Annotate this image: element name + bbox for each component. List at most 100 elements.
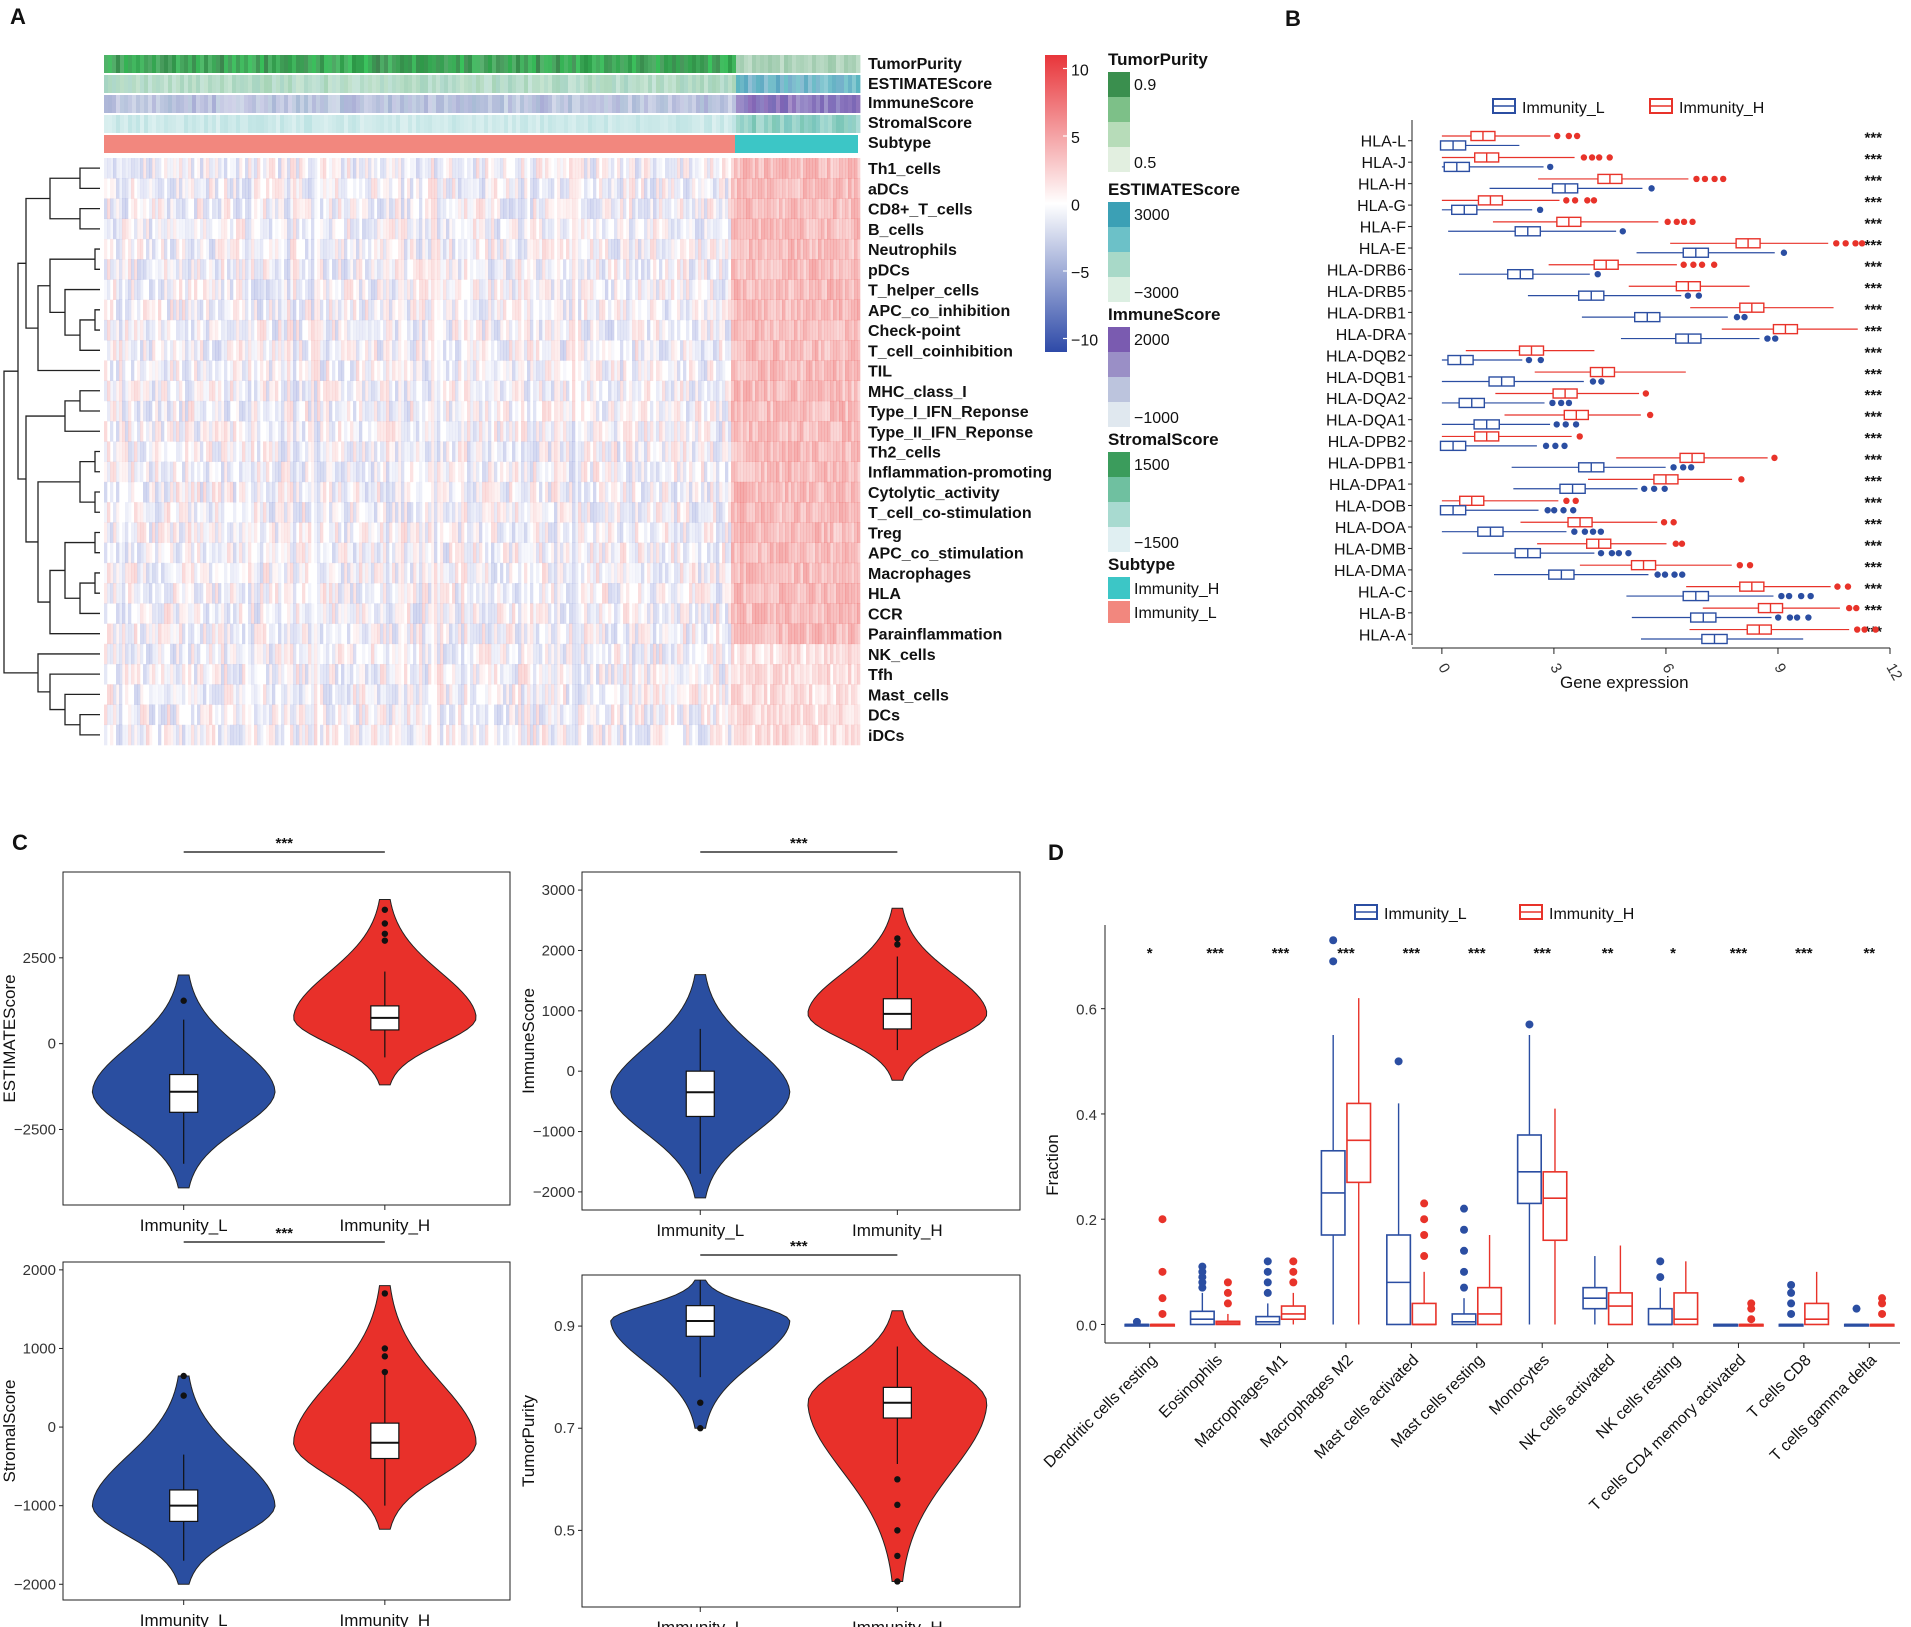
- heatmap-cell: [521, 421, 525, 442]
- heatmap-cell: [623, 178, 627, 199]
- heatmap-cell: [479, 380, 483, 402]
- annotation-cell: [316, 55, 321, 73]
- annotation-cell: [656, 55, 661, 73]
- heatmap-cell: [239, 481, 243, 503]
- heatmap-cell: [527, 238, 531, 260]
- heatmap-cell: [437, 380, 441, 402]
- heatmap-cell: [491, 502, 495, 523]
- annotation-cell: [412, 115, 417, 133]
- annotation-cell: [796, 75, 801, 93]
- heatmap-cell: [659, 319, 663, 341]
- heatmap-cell: [788, 441, 792, 462]
- heatmap-cell: [311, 238, 315, 260]
- heatmap-cell: [152, 441, 156, 462]
- heatmap-cell: [656, 400, 660, 422]
- heatmap-cell: [371, 522, 375, 543]
- heatmap-cell: [416, 522, 420, 543]
- heatmap-cell: [281, 441, 285, 462]
- heatmap-cell: [326, 319, 330, 341]
- heatmap-cell: [812, 178, 816, 199]
- annotation-cell: [796, 95, 801, 113]
- heatmap-cell: [542, 421, 546, 442]
- heatmap-cell: [728, 502, 732, 523]
- annotation-cell: [444, 95, 449, 113]
- heatmap-cell: [836, 441, 840, 462]
- annotation-cell: [232, 75, 237, 93]
- heatmap-cell: [140, 178, 144, 199]
- heatmap-cell: [197, 340, 201, 361]
- annotation-cell: [424, 95, 429, 113]
- heatmap-cell: [749, 380, 753, 402]
- heatmap-cell: [545, 198, 549, 220]
- heatmap-cell: [566, 279, 570, 300]
- heatmap-cell: [245, 259, 249, 280]
- annotation-cell: [468, 55, 473, 73]
- heatmap-cell: [614, 360, 618, 381]
- heatmap-cell: [575, 178, 579, 199]
- panel-label-d: D: [1048, 840, 1064, 865]
- heatmap-cell: [827, 380, 831, 402]
- heatmap-cell: [371, 481, 375, 503]
- annotation-cell: [152, 75, 157, 93]
- heatmap-cell: [449, 461, 453, 483]
- heatmap-cell: [329, 400, 333, 422]
- heatmap-cell: [638, 158, 642, 179]
- heatmap-cell: [776, 522, 780, 543]
- heatmap-cell: [392, 299, 396, 321]
- heatmap-cell: [674, 400, 678, 422]
- heatmap-cell: [302, 522, 306, 543]
- heatmap-cell: [785, 198, 789, 220]
- heatmap-cell: [824, 421, 828, 442]
- heatmap-cell: [131, 259, 135, 280]
- heatmap-cell: [194, 319, 198, 341]
- heatmap-cell: [206, 522, 210, 543]
- heatmap-cell: [722, 238, 726, 260]
- heatmap-cell: [815, 259, 819, 280]
- heatmap-cell: [149, 522, 153, 543]
- heatmap-cell: [197, 522, 201, 543]
- heatmap-cell: [572, 360, 576, 381]
- heatmap-cell: [809, 340, 813, 361]
- heatmap-cell: [119, 178, 123, 199]
- heatmap-cell: [794, 340, 798, 361]
- annotation-cell: [500, 95, 505, 113]
- heatmap-cell: [824, 218, 828, 240]
- heatmap-cell: [251, 299, 255, 321]
- heatmap-cell: [191, 522, 195, 543]
- heatmap-cell: [794, 178, 798, 199]
- heatmap-cell: [149, 400, 153, 422]
- heatmap-cell: [818, 481, 822, 503]
- heatmap-cell: [761, 259, 765, 280]
- heatmap-cell: [242, 178, 246, 199]
- annotation-cell: [496, 115, 501, 133]
- heatmap-cell: [428, 360, 432, 381]
- annotation-cell: [112, 55, 117, 73]
- heatmap-cell: [491, 441, 495, 462]
- heatmap-cell: [527, 340, 531, 361]
- heatmap-cell: [500, 319, 504, 341]
- heatmap-cell: [215, 481, 219, 503]
- heatmap-cell: [389, 380, 393, 402]
- heatmap-cell: [770, 319, 774, 341]
- heatmap-cell: [800, 481, 804, 503]
- heatmap-cell: [740, 238, 744, 260]
- heatmap-cell: [758, 218, 762, 240]
- heatmap-cell: [785, 400, 789, 422]
- heatmap-cell: [275, 522, 279, 543]
- heatmap-cell: [782, 481, 786, 503]
- heatmap-cell: [656, 218, 660, 240]
- heatmap-cell: [191, 340, 195, 361]
- heatmap-cell: [299, 380, 303, 402]
- heatmap-cell: [218, 158, 222, 179]
- heatmap-cell: [302, 542, 306, 564]
- heatmap-cell: [734, 238, 738, 260]
- heatmap-cell: [599, 441, 603, 462]
- heatmap-cell: [596, 198, 600, 220]
- heatmap-cell: [800, 360, 804, 381]
- heatmap-cell: [305, 441, 309, 462]
- annotation-cell: [540, 75, 545, 93]
- heatmap-cell: [584, 522, 588, 543]
- heatmap-cell: [359, 441, 363, 462]
- heatmap-cell: [614, 238, 618, 260]
- heatmap-cell: [188, 400, 192, 422]
